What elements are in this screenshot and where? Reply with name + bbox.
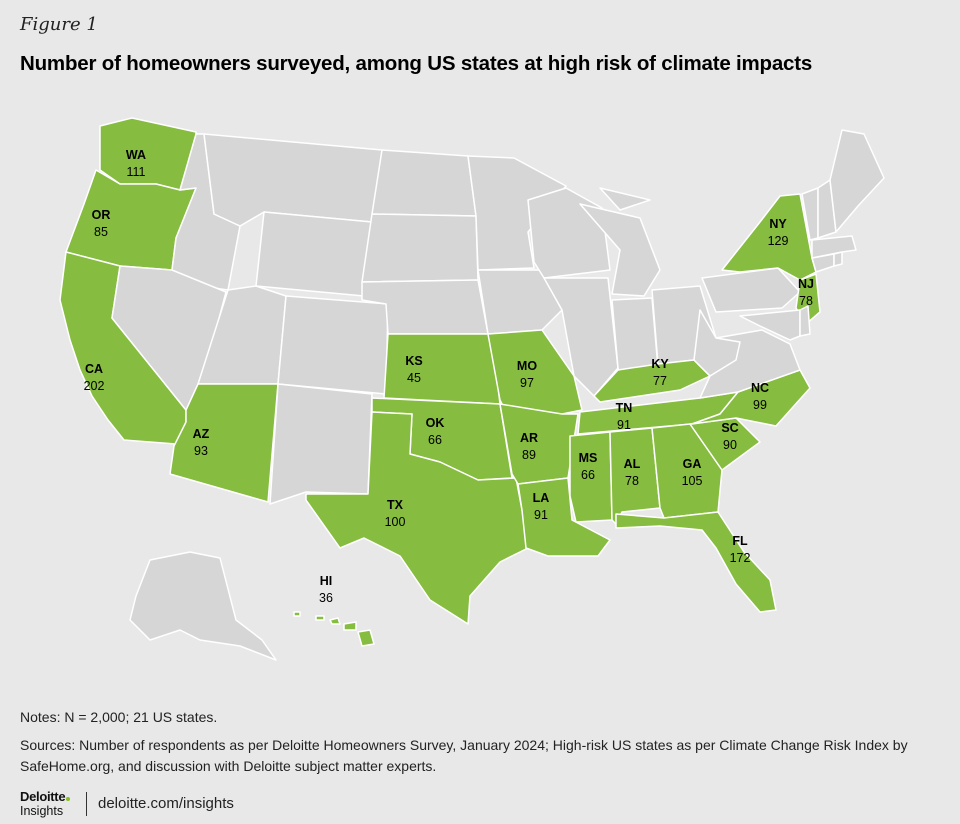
state-label-nc: NC (751, 381, 769, 395)
state-ms (569, 431, 613, 523)
us-states-map: WA 111 OR 85 CA 202 AZ 93 KS 45 OK 66 TX 100 MO 97 AR 89 L… (59, 117, 885, 661)
state-label-nj: NJ (798, 277, 814, 291)
state-label-ky: KY (651, 357, 669, 371)
state-sd (361, 213, 479, 283)
state-value-fl: 172 (730, 551, 751, 565)
state-value-la: 91 (534, 508, 548, 522)
state-pa (701, 267, 801, 313)
state-value-nj: 78 (799, 294, 813, 308)
state-wy (255, 211, 373, 297)
state-me (829, 129, 885, 233)
state-md (739, 309, 801, 341)
state-fl (615, 511, 777, 613)
chart-title: Number of homeowners surveyed, among US … (20, 52, 813, 75)
state-label-wa: WA (126, 148, 146, 162)
state-wv (693, 309, 741, 377)
state-co (277, 295, 389, 395)
state-ar (499, 403, 579, 485)
footer-divider (86, 792, 87, 816)
state-value-nc: 99 (753, 398, 767, 412)
state-value-mo: 97 (520, 376, 534, 390)
state-value-sc: 90 (723, 438, 737, 452)
state-value-tn: 91 (617, 418, 631, 432)
state-ak (129, 551, 277, 661)
brand-name: Deloitte (20, 789, 66, 804)
state-label-ar: AR (520, 431, 538, 445)
state-nc (691, 369, 811, 427)
state-label-ks: KS (405, 354, 422, 368)
state-ks (383, 333, 501, 405)
deloitte-insights-logo: Deloitte Insights (20, 790, 78, 818)
state-label-tx: TX (387, 498, 404, 512)
state-value-ca: 202 (84, 379, 105, 393)
state-mi (579, 187, 661, 297)
state-mt (203, 133, 383, 227)
state-ma (811, 235, 857, 259)
notes: Notes: N = 2,000; 21 US states. (20, 709, 218, 725)
state-label-ga: GA (683, 457, 702, 471)
state-label-hi: HI (320, 574, 333, 588)
state-mo (487, 329, 583, 415)
state-label-az: AZ (193, 427, 210, 441)
state-value-ks: 45 (407, 371, 421, 385)
state-wi (527, 187, 611, 279)
state-label-ok: OK (426, 416, 445, 430)
state-label-or: OR (92, 208, 111, 222)
state-tx (305, 411, 529, 625)
state-ia (477, 269, 563, 335)
state-label-al: AL (624, 457, 641, 471)
state-value-tx: 100 (385, 515, 406, 529)
sources: Sources: Number of respondents as per De… (20, 737, 908, 774)
brand-dot-icon (66, 797, 71, 801)
state-value-wa: 111 (126, 165, 145, 179)
state-label-fl: FL (732, 534, 748, 548)
state-value-ny: 129 (768, 234, 789, 248)
state-label-ms: MS (579, 451, 598, 465)
state-value-ky: 77 (653, 374, 667, 388)
state-mn (467, 155, 567, 271)
state-value-ms: 66 (581, 468, 595, 482)
state-value-az: 93 (194, 444, 208, 458)
state-value-hi: 36 (319, 591, 333, 605)
state-value-ga: 105 (682, 474, 703, 488)
state-label-mo: MO (517, 359, 537, 373)
state-label-tn: TN (616, 401, 633, 415)
state-value-al: 78 (625, 474, 639, 488)
state-nm (269, 383, 373, 505)
state-label-ny: NY (769, 217, 787, 231)
brand-sub: Insights (20, 804, 64, 818)
state-de (799, 305, 811, 337)
footer-url[interactable]: deloitte.com/insights (98, 795, 234, 812)
state-wa (99, 117, 197, 191)
figure-label: Figure 1 (20, 14, 98, 35)
state-value-or: 85 (94, 225, 108, 239)
state-value-ar: 89 (522, 448, 536, 462)
state-label-sc: SC (721, 421, 738, 435)
state-label-ca: CA (85, 362, 103, 376)
state-label-la: LA (533, 491, 550, 505)
state-nd (371, 149, 477, 217)
state-value-ok: 66 (428, 433, 442, 447)
state-hi (293, 611, 375, 647)
